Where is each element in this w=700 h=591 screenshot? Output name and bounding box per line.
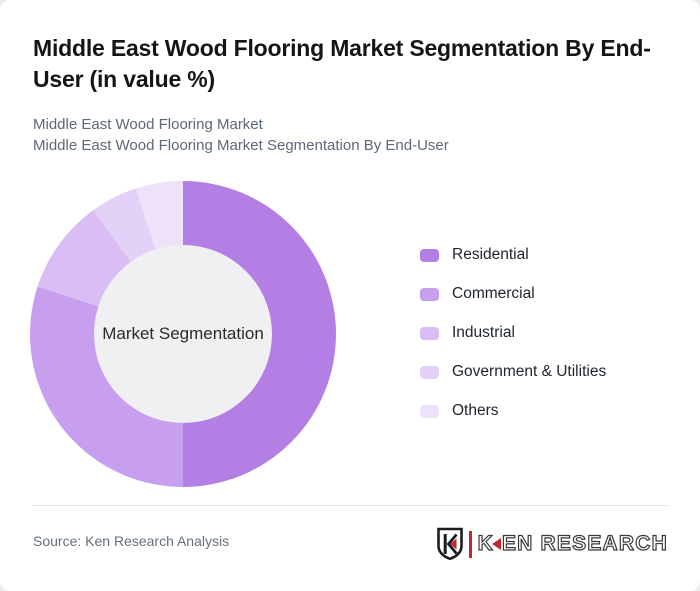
legend-label: Others — [452, 402, 499, 419]
page-title: Middle East Wood Flooring Market Segment… — [33, 35, 651, 92]
legend-swatch — [420, 248, 439, 262]
legend-item: Industrial — [420, 324, 606, 341]
legend-swatch — [420, 404, 439, 418]
legend-swatch — [420, 326, 439, 340]
subtitle-block: Middle East Wood Flooring Market Middle … — [33, 114, 449, 156]
subtitle-line-2: Middle East Wood Flooring Market Segment… — [33, 137, 449, 154]
chart-legend: Residential Commercial Industrial Governmen… — [420, 246, 607, 419]
ken-research-logo: K EN RESEARCH — [436, 526, 668, 562]
legend-item: Others — [420, 402, 606, 419]
legend-item: Government & Utilities — [420, 363, 607, 380]
logo-red-triangle-icon — [491, 538, 501, 550]
legend-swatch — [420, 365, 439, 379]
legend-label: Industrial — [452, 324, 515, 341]
legend-label: Residential — [452, 246, 529, 263]
logo-brand-text: K EN RESEARCH — [477, 531, 668, 556]
ken-research-shield-icon — [436, 527, 463, 561]
legend-item: Residential — [420, 246, 606, 263]
donut-hole: Market Segmentation — [94, 245, 272, 423]
donut-chart: Market Segmentation — [30, 181, 336, 487]
logo-separator-bar — [468, 530, 472, 558]
subtitle-line-1: Middle East Wood Flooring Market — [33, 116, 263, 133]
chart-center-label: Market Segmentation — [102, 324, 264, 343]
logo-text-rest: EN RESEARCH — [501, 531, 668, 555]
legend-label: Government & Utilities — [452, 363, 607, 380]
source-note: Source: Ken Research Analysis — [33, 533, 230, 549]
footer-divider — [33, 505, 667, 506]
legend-swatch — [420, 287, 439, 301]
legend-label: Commercial — [452, 285, 535, 302]
legend-item: Commercial — [420, 285, 606, 302]
logo-letter-k: K — [477, 531, 494, 555]
